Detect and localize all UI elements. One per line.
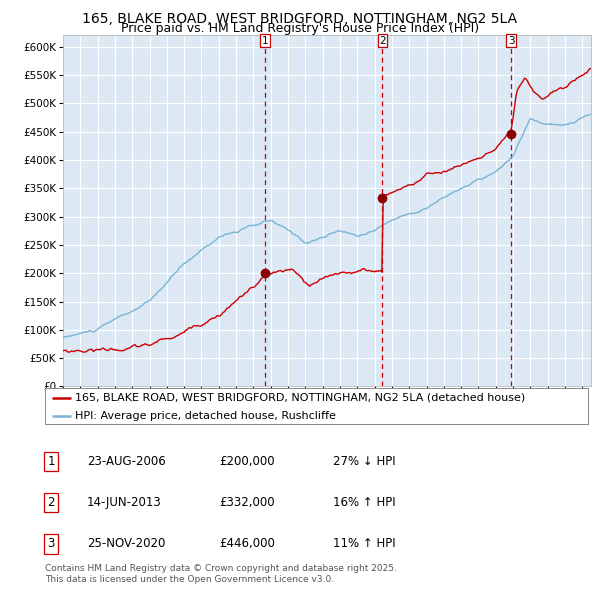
Text: 25-NOV-2020: 25-NOV-2020 bbox=[87, 537, 166, 550]
Text: £332,000: £332,000 bbox=[219, 496, 275, 509]
Text: 2: 2 bbox=[47, 496, 55, 509]
Text: 3: 3 bbox=[47, 537, 55, 550]
Text: 1: 1 bbox=[262, 35, 268, 45]
Text: Contains HM Land Registry data © Crown copyright and database right 2025.: Contains HM Land Registry data © Crown c… bbox=[45, 565, 397, 573]
Text: 165, BLAKE ROAD, WEST BRIDGFORD, NOTTINGHAM, NG2 5LA: 165, BLAKE ROAD, WEST BRIDGFORD, NOTTING… bbox=[82, 12, 518, 26]
Text: 165, BLAKE ROAD, WEST BRIDGFORD, NOTTINGHAM, NG2 5LA (detached house): 165, BLAKE ROAD, WEST BRIDGFORD, NOTTING… bbox=[75, 393, 525, 403]
Text: 3: 3 bbox=[508, 35, 515, 45]
Text: £200,000: £200,000 bbox=[219, 455, 275, 468]
Text: 2: 2 bbox=[379, 35, 386, 45]
Text: 23-AUG-2006: 23-AUG-2006 bbox=[87, 455, 166, 468]
Text: Price paid vs. HM Land Registry's House Price Index (HPI): Price paid vs. HM Land Registry's House … bbox=[121, 22, 479, 35]
Text: £446,000: £446,000 bbox=[219, 537, 275, 550]
Text: 1: 1 bbox=[47, 455, 55, 468]
Text: 14-JUN-2013: 14-JUN-2013 bbox=[87, 496, 162, 509]
Text: 11% ↑ HPI: 11% ↑ HPI bbox=[333, 537, 395, 550]
Text: HPI: Average price, detached house, Rushcliffe: HPI: Average price, detached house, Rush… bbox=[75, 411, 336, 421]
Text: 27% ↓ HPI: 27% ↓ HPI bbox=[333, 455, 395, 468]
Text: 16% ↑ HPI: 16% ↑ HPI bbox=[333, 496, 395, 509]
Text: This data is licensed under the Open Government Licence v3.0.: This data is licensed under the Open Gov… bbox=[45, 575, 334, 584]
